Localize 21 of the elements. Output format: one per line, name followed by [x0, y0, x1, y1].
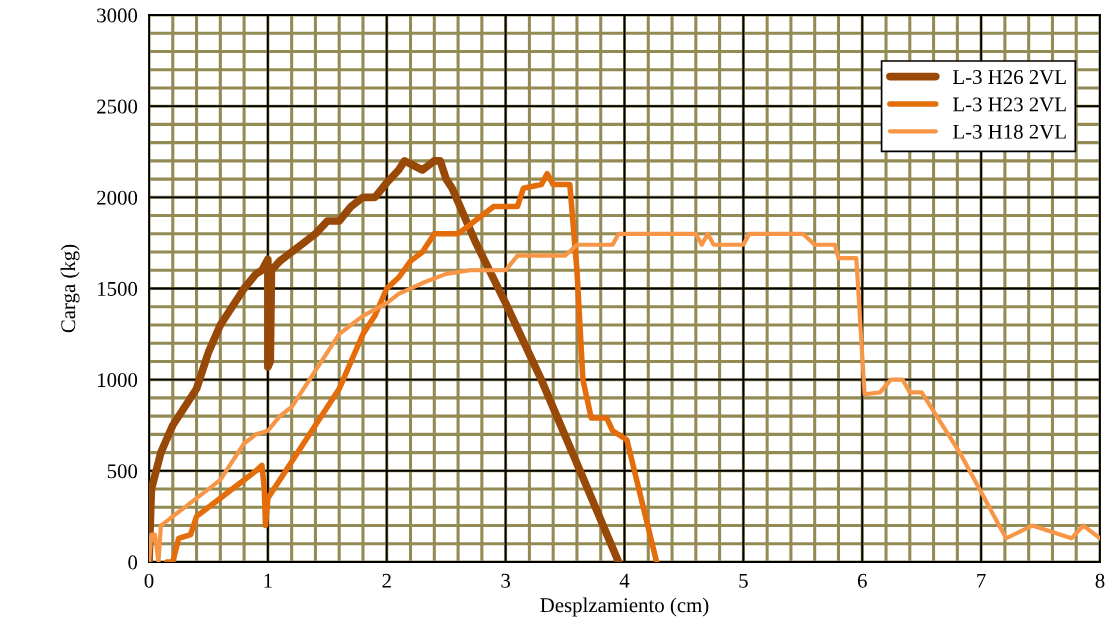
- y-tick-label: 2000: [97, 190, 138, 205]
- x-tick-label: 8: [1095, 573, 1105, 588]
- legend-label: L-3 H23 2VL: [953, 97, 1066, 112]
- x-tick-label: 3: [501, 573, 511, 588]
- x-tick-label: 2: [382, 573, 391, 588]
- y-tick-label: 500: [107, 464, 138, 479]
- x-tick-label: 6: [857, 573, 867, 588]
- y-tick-label: 1500: [98, 281, 138, 296]
- x-tick-label: 7: [977, 573, 986, 588]
- y-axis-title: Carga (kg): [60, 244, 80, 333]
- legend-label: L-3 H18 2VL: [953, 124, 1066, 139]
- y-tick-label: 3000: [97, 8, 138, 23]
- x-tick-label: 5: [739, 573, 748, 588]
- y-tick-label: 2500: [97, 99, 138, 114]
- legend-label: L-3 H26 2VL: [953, 70, 1066, 85]
- x-axis-title: Desplzamiento (cm): [540, 597, 709, 617]
- x-tick-label: 0: [144, 573, 154, 588]
- x-tick-label: 4: [619, 573, 630, 588]
- y-tick-label: 1000: [98, 373, 138, 388]
- x-tick-label: 1: [264, 573, 272, 588]
- y-tick-label: 0: [128, 555, 138, 570]
